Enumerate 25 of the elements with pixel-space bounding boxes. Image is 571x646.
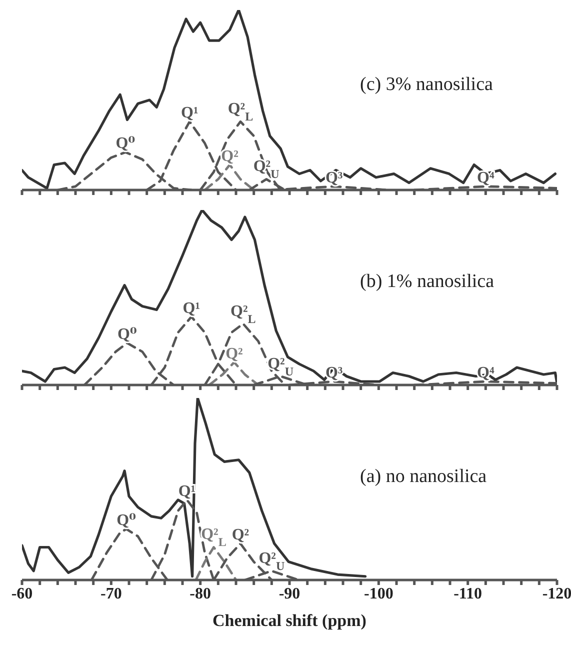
x-tick-label: -70 bbox=[100, 585, 122, 602]
series-label: Q¹ bbox=[181, 104, 198, 122]
x-tick-label: -110 bbox=[454, 585, 482, 602]
x-tick-label: -80 bbox=[190, 585, 211, 602]
x-tick-label: -100 bbox=[364, 585, 394, 602]
x-tick-label: -90 bbox=[278, 585, 300, 602]
series-label: Q⁰ bbox=[116, 512, 136, 530]
series-label: Q² bbox=[226, 345, 244, 362]
series-label: Q²$_{L}$ bbox=[228, 100, 254, 124]
text: (a) no nanosilica bbox=[360, 466, 488, 488]
series-label: Q⁰ bbox=[117, 326, 137, 343]
x-tick-label: -60 bbox=[11, 585, 33, 602]
text: (c) 3% nanosilica bbox=[360, 74, 494, 96]
series-label: Q⁰ bbox=[116, 135, 136, 152]
series-label: Q¹ bbox=[182, 300, 200, 317]
x-axis-title: Chemical shift (ppm) bbox=[212, 611, 366, 630]
series-label: Q³ bbox=[325, 169, 343, 186]
series-label: Q²$_{L}$ bbox=[201, 526, 226, 550]
x-tick-label: -120 bbox=[542, 585, 571, 602]
series-label: Q² bbox=[232, 526, 250, 544]
series-label: Q²$_{L}$ bbox=[230, 302, 256, 326]
text: (b) 1% nanosilica bbox=[360, 271, 496, 293]
series-label: Q² bbox=[221, 148, 239, 165]
series-label: Q⁴ bbox=[477, 169, 494, 186]
series-label: Q²$_{U}$ bbox=[258, 550, 285, 573]
